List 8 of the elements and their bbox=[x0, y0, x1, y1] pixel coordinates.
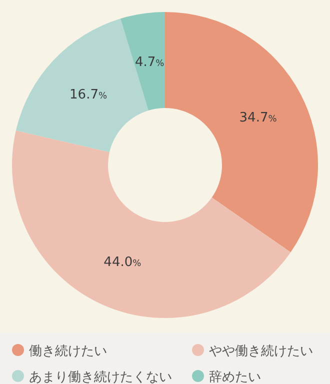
data-label: 4.7% bbox=[134, 55, 165, 70]
legend-label: 働き続けたい bbox=[29, 344, 107, 359]
data-label: 34.7% bbox=[239, 110, 278, 126]
data-label: 16.7% bbox=[70, 87, 108, 102]
data-label: 44.0% bbox=[104, 254, 142, 270]
legend-label: やや働き続けたい bbox=[209, 344, 313, 359]
legend-label: あまり働き続けたくない bbox=[29, 370, 172, 384]
legend-label: 辞めたい bbox=[209, 370, 261, 384]
